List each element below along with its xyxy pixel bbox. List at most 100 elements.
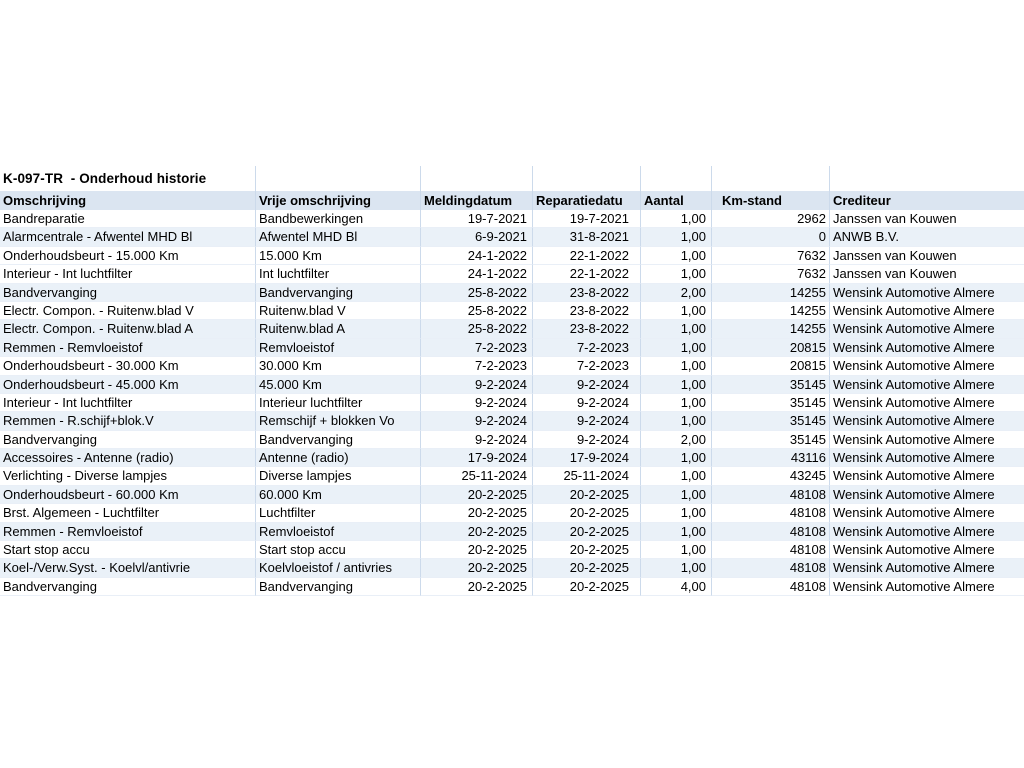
table-row: Accessoires - Antenne (radio) Antenne (ra…: [0, 449, 1024, 468]
table-row: Onderhoudsbeurt - 60.000 Km 60.000 Km 20-2…: [0, 485, 1024, 505]
cell-omschrijving: Accessoires - Antenne (radio): [0, 449, 256, 468]
cell-reparatiedatum: 20-2-2025: [533, 541, 641, 560]
table-row: Alarmcentrale - Afwentel MHD Bl Afwentel …: [0, 228, 1024, 247]
cell-meldingdatum: 25-8-2022: [421, 301, 533, 321]
cell-aantal: 1,00: [641, 485, 712, 505]
column-header-reparatiedatum: Reparatiedatu: [533, 191, 641, 210]
cell-omschrijving: Electr. Compon. - Ruitenw.blad A: [0, 320, 256, 339]
cell-aantal: 1,00: [641, 265, 712, 284]
table-row: Bandvervanging Bandvervanging 25-8-2022 23-…: [0, 283, 1024, 302]
cell-reparatiedatum: 22-1-2022: [533, 246, 641, 266]
table-row: Onderhoudsbeurt - 45.000 Km 45.000 Km 9-2-…: [0, 375, 1024, 394]
cell-crediteur: Wensink Automotive Almere: [830, 486, 1024, 505]
table-row: Remmen - Remvloeistof Remvloeistof 7-2-202…: [0, 338, 1024, 358]
cell-crediteur: Janssen van Kouwen: [830, 247, 1024, 266]
table-row: Koel-/Verw.Syst. - Koelvl/antivrie Koelvl…: [0, 559, 1024, 578]
cell-km-stand: 48108: [712, 485, 830, 505]
cell-meldingdatum: 9-2-2024: [421, 393, 533, 413]
cell-reparatiedatum: 23-8-2022: [533, 320, 641, 339]
cell-km-stand: 2962: [712, 210, 830, 229]
cell-crediteur: Wensink Automotive Almere: [830, 431, 1024, 450]
cell-aantal: 2,00: [641, 430, 712, 450]
cell-meldingdatum: 20-2-2025: [421, 504, 533, 523]
table-row: Interieur - Int luchtfilter Int luchtfilt…: [0, 265, 1024, 284]
cell-reparatiedatum: 20-2-2025: [533, 504, 641, 523]
cell-aantal: 2,00: [641, 283, 712, 302]
cell-reparatiedatum: 20-2-2025: [533, 485, 641, 505]
title-row-spacer: [256, 166, 421, 191]
cell-crediteur: Wensink Automotive Almere: [830, 578, 1024, 597]
cell-vrije-omschrijving: 60.000 Km: [256, 485, 421, 505]
maintenance-history-table: K-097-TR - Onderhoud historie Omschrijvi…: [0, 166, 1024, 597]
cell-km-stand: 48108: [712, 577, 830, 597]
title-row-spacer: [641, 166, 712, 191]
cell-crediteur: Wensink Automotive Almere: [830, 504, 1024, 523]
cell-aantal: 1,00: [641, 504, 712, 523]
cell-crediteur: Wensink Automotive Almere: [830, 559, 1024, 578]
table-row: Brst. Algemeen - Luchtfilter Luchtfilter 2…: [0, 504, 1024, 523]
cell-aantal: 1,00: [641, 357, 712, 376]
cell-omschrijving: Brst. Algemeen - Luchtfilter: [0, 504, 256, 523]
cell-omschrijving: Alarmcentrale - Afwentel MHD Bl: [0, 228, 256, 247]
cell-km-stand: 43116: [712, 449, 830, 468]
cell-crediteur: Wensink Automotive Almere: [830, 376, 1024, 394]
cell-aantal: 1,00: [641, 522, 712, 542]
cell-reparatiedatum: 7-2-2023: [533, 357, 641, 376]
cell-aantal: 4,00: [641, 577, 712, 597]
cell-vrije-omschrijving: Afwentel MHD Bl: [256, 228, 421, 247]
cell-reparatiedatum: 7-2-2023: [533, 338, 641, 358]
cell-vrije-omschrijving: Koelvloeistof / antivries: [256, 559, 421, 578]
table-header-row: Omschrijving Vrije omschrijving Meldingdat…: [0, 191, 1024, 210]
cell-vrije-omschrijving: Bandvervanging: [256, 283, 421, 302]
cell-km-stand: 48108: [712, 559, 830, 578]
cell-vrije-omschrijving: Remvloeistof: [256, 522, 421, 542]
cell-vrije-omschrijving: Interieur luchtfilter: [256, 393, 421, 413]
cell-km-stand: 43245: [712, 467, 830, 486]
cell-omschrijving: Bandvervanging: [0, 577, 256, 597]
cell-aantal: 1,00: [641, 210, 712, 229]
cell-vrije-omschrijving: Luchtfilter: [256, 504, 421, 523]
cell-omschrijving: Interieur - Int luchtfilter: [0, 393, 256, 413]
cell-meldingdatum: 17-9-2024: [421, 449, 533, 468]
title-row-spacer: [830, 166, 1024, 191]
table-row: Remmen - Remvloeistof Remvloeistof 20-2-20…: [0, 522, 1024, 542]
cell-aantal: 1,00: [641, 338, 712, 358]
cell-km-stand: 20815: [712, 338, 830, 358]
cell-crediteur: Janssen van Kouwen: [830, 210, 1024, 229]
cell-meldingdatum: 24-1-2022: [421, 265, 533, 284]
cell-meldingdatum: 24-1-2022: [421, 246, 533, 266]
cell-reparatiedatum: 17-9-2024: [533, 449, 641, 468]
cell-aantal: 1,00: [641, 467, 712, 486]
cell-omschrijving: Bandreparatie: [0, 210, 256, 229]
cell-meldingdatum: 9-2-2024: [421, 430, 533, 450]
table-row: Onderhoudsbeurt - 15.000 Km 15.000 Km 24-1…: [0, 246, 1024, 266]
table-row: Onderhoudsbeurt - 30.000 Km 30.000 Km 7-2-…: [0, 357, 1024, 376]
cell-crediteur: Wensink Automotive Almere: [830, 467, 1024, 486]
title-row-spacer: [712, 166, 830, 191]
cell-omschrijving: Remmen - Remvloeistof: [0, 522, 256, 542]
cell-omschrijving: Bandvervanging: [0, 283, 256, 302]
cell-vrije-omschrijving: Remschijf + blokken Vo: [256, 412, 421, 431]
table-row: Interieur - Int luchtfilter Interieur luc…: [0, 393, 1024, 413]
cell-aantal: 1,00: [641, 412, 712, 431]
cell-meldingdatum: 20-2-2025: [421, 541, 533, 560]
title-row: K-097-TR - Onderhoud historie: [0, 166, 1024, 191]
cell-vrije-omschrijving: Bandbewerkingen: [256, 210, 421, 229]
cell-reparatiedatum: 20-2-2025: [533, 559, 641, 578]
cell-aantal: 1,00: [641, 320, 712, 339]
cell-crediteur: Wensink Automotive Almere: [830, 541, 1024, 560]
cell-vrije-omschrijving: 45.000 Km: [256, 375, 421, 394]
cell-reparatiedatum: 31-8-2021: [533, 228, 641, 247]
cell-crediteur: ANWB B.V.: [830, 228, 1024, 247]
cell-meldingdatum: 19-7-2021: [421, 210, 533, 229]
cell-meldingdatum: 9-2-2024: [421, 412, 533, 431]
column-header-meldingdatum: Meldingdatum: [421, 191, 533, 210]
cell-meldingdatum: 6-9-2021: [421, 228, 533, 247]
cell-crediteur: Wensink Automotive Almere: [830, 449, 1024, 468]
cell-omschrijving: Onderhoudsbeurt - 30.000 Km: [0, 357, 256, 376]
cell-meldingdatum: 20-2-2025: [421, 559, 533, 578]
cell-omschrijving: Electr. Compon. - Ruitenw.blad V: [0, 301, 256, 321]
cell-aantal: 1,00: [641, 301, 712, 321]
cell-vrije-omschrijving: Bandvervanging: [256, 430, 421, 450]
